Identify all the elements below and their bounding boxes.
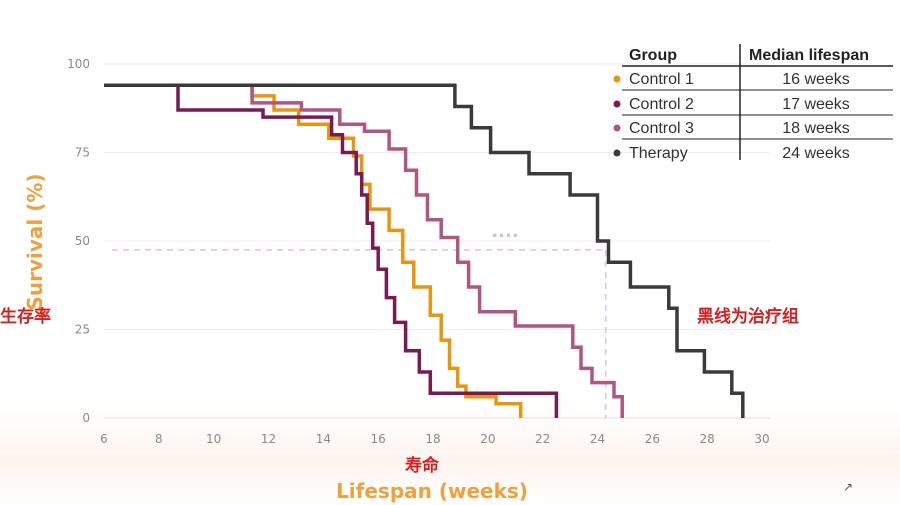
x-tick-label: 24 [590,432,605,446]
y-axis-title: Survival (%) [23,173,47,310]
legend-group-label: Control 3 [629,120,694,137]
y-tick-label: 75 [75,146,90,160]
legend-header-median: Median lifespan [749,47,869,64]
legend-group-label: Control 1 [629,71,694,88]
legend-median-value: 24 weeks [782,145,850,162]
series-line-control-3 [104,83,624,418]
y-tick-label: 0 [82,411,90,425]
y-tick-labels: 0 25 50 75 100 [67,57,90,425]
x-tick-label: 12 [261,432,276,446]
y-tick-label: 25 [75,323,90,337]
background-glow [0,405,900,505]
survival-curves [104,83,745,418]
x-axis-title: Lifespan (weeks) [336,479,528,503]
x-tick-label: 26 [645,432,660,446]
x-tick-labels: 6 8 10 12 14 16 18 20 22 24 26 28 30 [100,432,769,446]
x-tick-label: 20 [480,432,495,446]
legend-group-label: Control 2 [629,96,694,113]
annotation-lifespan: 寿命 [405,455,440,476]
legend-marker [613,124,621,132]
series-line-control-2 [104,83,559,418]
x-tick-label: 6 [100,432,108,446]
legend-header-group: Group [629,47,677,64]
median-dots: .... [491,221,518,242]
legend-marker [613,149,621,157]
legend-median-value: 18 weeks [782,120,850,137]
x-tick-label: 30 [754,432,769,446]
legend-marker [613,75,621,83]
y-tick-label: 50 [75,234,90,248]
legend-marker [613,100,621,108]
legend-table: Group Median lifespan Control 1 16 weeks C… [613,44,893,162]
legend-median-value: 17 weeks [782,96,850,113]
x-tick-label: 14 [316,432,331,446]
legend-group-label: Therapy [629,145,688,162]
x-tick-label: 28 [700,432,715,446]
series-line-therapy [104,83,745,418]
x-tick-label: 16 [371,432,386,446]
legend-median-value: 16 weeks [782,71,850,88]
mouse-cursor-icon: ↗ [843,480,854,494]
x-tick-label: 10 [206,432,221,446]
x-tick-label: 22 [535,432,550,446]
y-tick-label: 100 [67,57,90,71]
x-tick-label: 8 [155,432,163,446]
series-line-control-1 [104,83,523,418]
annotation-survival-rate: 生存率 [0,306,51,327]
x-tick-label: 18 [425,432,440,446]
grid-lines [104,63,770,419]
annotation-black-line-therapy: 黑线为治疗组 [697,306,799,327]
